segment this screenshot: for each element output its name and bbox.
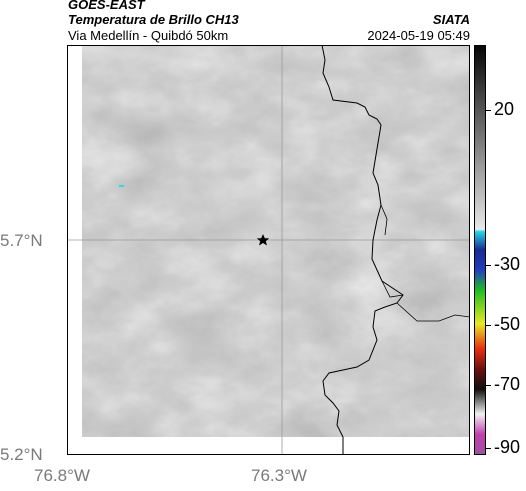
latitude-label: 5.2°N bbox=[0, 445, 43, 464]
longitude-label: 76.8°W bbox=[34, 466, 90, 485]
colorbar-tick-label: -50 bbox=[494, 314, 521, 334]
colorbar-tick-label: -70 bbox=[494, 374, 521, 394]
colorbar-tick bbox=[486, 265, 491, 266]
organization-label: SIATA bbox=[432, 12, 470, 27]
colorbar-tick bbox=[486, 385, 491, 386]
datetime-label: 2024-05-19 05:49 bbox=[367, 28, 470, 43]
product-title: GOES-EAST bbox=[68, 0, 145, 12]
latitude-label: 5.7°N bbox=[0, 231, 43, 250]
colorbar-tick bbox=[486, 110, 491, 111]
product-subtitle: Temperatura de Brillo CH13 bbox=[68, 12, 239, 27]
longitude-label: 76.3°W bbox=[251, 466, 307, 485]
colorbar-tick bbox=[486, 448, 491, 449]
cold-cloud-pixel bbox=[119, 185, 124, 187]
location-label: Via Medellín - Quibdó 50km bbox=[68, 28, 229, 43]
colorbar bbox=[474, 45, 486, 455]
colorbar-tick-label: -90 bbox=[494, 437, 521, 457]
colorbar-tick-label: 20 bbox=[494, 99, 515, 119]
star-icon bbox=[256, 234, 270, 246]
brightness-temperature-field bbox=[82, 45, 470, 437]
colorbar-tick-label: -30 bbox=[494, 254, 521, 274]
border-line bbox=[380, 204, 470, 322]
colorbar-tick bbox=[486, 325, 491, 326]
satellite-map bbox=[67, 45, 470, 455]
